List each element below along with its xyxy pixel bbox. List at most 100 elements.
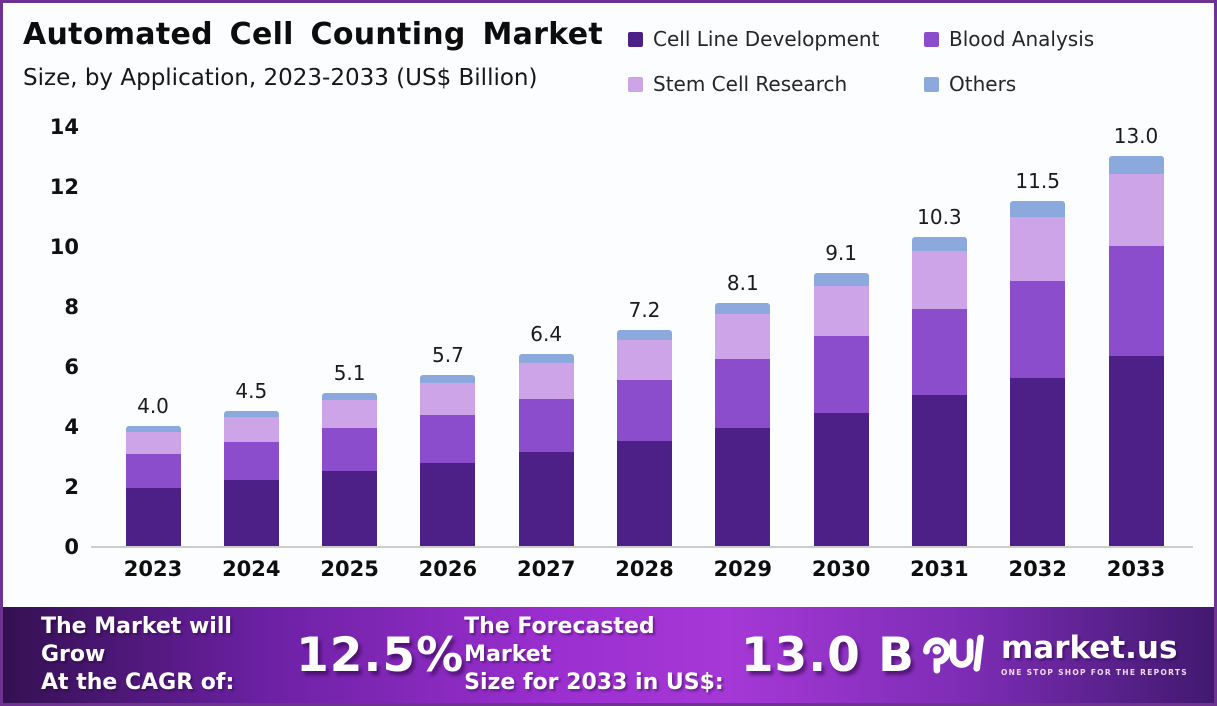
- cagr-value: 12.5%: [296, 627, 465, 683]
- bar-segment-2033-cell-line-development: [1108, 355, 1164, 546]
- bar-2030: [813, 273, 869, 546]
- bar-segment-2024-cell-line-development: [223, 480, 279, 546]
- y-tick-14: 14: [49, 115, 79, 139]
- marketus-logo-icon: [923, 634, 984, 674]
- bar-segment-2030-cell-line-development: [813, 412, 869, 546]
- bar-segment-2031-blood-analysis: [911, 308, 967, 396]
- bar-segment-2032-stem-cell-research: [1010, 217, 1066, 282]
- bar-segment-2024-others: [223, 411, 279, 418]
- plot-area: 4.0 4.5 5.1 5.7 6.4 7.2 8.1 9.1 10.3 11.5 13.0: [91, 124, 1193, 548]
- bar-segment-2033-blood-analysis: [1108, 246, 1164, 356]
- legend-label: Cell Line Development: [653, 27, 880, 51]
- bar-segment-2027-blood-analysis: [518, 398, 574, 453]
- bar-total-label-2025: 5.1: [333, 361, 366, 385]
- bar-segment-2028-stem-cell-research: [617, 340, 672, 381]
- bar-segment-2029-stem-cell-research: [715, 314, 771, 360]
- bar-segment-2025-cell-line-development: [322, 471, 378, 546]
- bar-segment-2030-others: [813, 273, 869, 286]
- forecast-label-line2: Size for 2033 in US$:: [464, 670, 724, 696]
- x-tick-2033: 2033: [1106, 557, 1166, 581]
- bar-total-label-2028: 7.2: [628, 298, 661, 322]
- x-tick-2030: 2030: [811, 557, 871, 581]
- x-tick-2025: 2025: [320, 557, 379, 581]
- bar-segment-2028-others: [617, 330, 672, 341]
- cagr-label: The Market will Grow At the CAGR of:: [41, 613, 296, 697]
- legend: Cell Line Development Blood Analysis Stem …: [628, 27, 1094, 96]
- bar-total-label-2033: 13.0: [1113, 124, 1159, 148]
- brand-text: market.us ONE STOP SHOP FOR THE REPORTS: [1001, 630, 1188, 678]
- bar-segment-2027-stem-cell-research: [518, 363, 574, 399]
- bar-2031: [911, 237, 967, 546]
- cagr-label-line2: At the CAGR of:: [41, 670, 235, 696]
- bar-segment-2032-blood-analysis: [1010, 281, 1066, 378]
- bar-segment-2023-blood-analysis: [125, 453, 181, 488]
- bar-total-label-2026: 5.7: [431, 343, 464, 367]
- x-tick-2024: 2024: [222, 557, 281, 581]
- bar-segment-2028-cell-line-development: [617, 440, 672, 546]
- bar-2024: [223, 411, 279, 546]
- y-tick-6: 6: [64, 355, 79, 379]
- bar-total-label-2031: 10.3: [917, 205, 962, 229]
- chart-title: Automated Cell Counting Market: [23, 17, 603, 52]
- bar-segment-2026-stem-cell-research: [420, 383, 476, 415]
- bar-2023: [125, 426, 181, 546]
- legend-label: Others: [949, 72, 1017, 96]
- bar-segment-2033-others: [1108, 156, 1164, 175]
- x-tick-2028: 2028: [615, 557, 674, 581]
- bar-segment-2031-cell-line-development: [911, 395, 967, 546]
- x-tick-2027: 2027: [516, 557, 576, 581]
- bar-segment-2030-blood-analysis: [813, 336, 869, 413]
- bar-total-label-2024: 4.5: [235, 379, 268, 403]
- bar-segment-2025-others: [322, 393, 378, 401]
- legend-label: Blood Analysis: [949, 27, 1095, 51]
- y-tick-4: 4: [64, 415, 79, 439]
- bar-2033: [1108, 156, 1164, 546]
- bar-2025: [322, 393, 378, 546]
- bar-segment-2033-stem-cell-research: [1108, 174, 1164, 247]
- legend-item-others: Others: [924, 72, 1094, 96]
- bar-segment-2023-cell-line-development: [125, 487, 181, 546]
- bar-segment-2023-stem-cell-research: [125, 431, 181, 454]
- legend-swatch-icon: [628, 76, 643, 92]
- chart-subtitle: Size, by Application, 2023-2033 (US$ Bil…: [23, 65, 538, 91]
- bar-segment-2024-stem-cell-research: [223, 417, 279, 443]
- bar-total-label-2032: 11.5: [1015, 169, 1060, 193]
- bar-total-label-2027: 6.4: [530, 322, 563, 346]
- x-tick-2029: 2029: [713, 557, 773, 581]
- bar-2029: [715, 303, 771, 546]
- bar-segment-2025-blood-analysis: [322, 428, 378, 472]
- bar-segment-2027-others: [518, 354, 574, 364]
- bar-segment-2026-others: [420, 375, 476, 384]
- bar-total-label-2029: 8.1: [726, 271, 759, 295]
- x-tick-2026: 2026: [418, 557, 478, 581]
- forecast-label-line1: The Forecasted Market: [464, 613, 655, 667]
- cagr-label-line1: The Market will Grow: [41, 613, 232, 667]
- brand-name: market.us: [1001, 630, 1178, 666]
- bar-segment-2029-cell-line-development: [715, 427, 771, 546]
- legend-swatch-icon: [924, 31, 939, 47]
- y-tick-12: 12: [49, 175, 79, 199]
- bar-segment-2031-stem-cell-research: [911, 251, 967, 309]
- forecast-label: The Forecasted Market Size for 2033 in U…: [464, 613, 741, 697]
- bar-segment-2032-cell-line-development: [1010, 377, 1066, 546]
- bar-segment-2030-stem-cell-research: [813, 285, 869, 337]
- legend-item-blood-analysis: Blood Analysis: [924, 27, 1094, 51]
- bar-segment-2029-blood-analysis: [715, 359, 771, 428]
- bar-segment-2027-cell-line-development: [518, 452, 574, 546]
- x-tick-2032: 2032: [1008, 557, 1067, 581]
- bar-segment-2031-others: [911, 237, 967, 252]
- legend-swatch-icon: [924, 76, 939, 92]
- bar-2032: [1010, 201, 1066, 546]
- bar-segment-2028-blood-analysis: [617, 380, 672, 441]
- legend-swatch-icon: [628, 31, 643, 47]
- brand-tagline: ONE STOP SHOP FOR THE REPORTS: [1001, 668, 1188, 677]
- legend-item-stem-cell-research: Stem Cell Research: [628, 72, 924, 96]
- bar-2027: [518, 354, 574, 546]
- legend-label: Stem Cell Research: [653, 72, 848, 96]
- bar-total-label-2023: 4.0: [137, 394, 169, 418]
- y-tick-0: 0: [64, 535, 79, 559]
- bar-segment-2026-cell-line-development: [420, 462, 476, 546]
- bar-segment-2029-others: [715, 303, 771, 315]
- bar-segment-2026-blood-analysis: [420, 414, 476, 463]
